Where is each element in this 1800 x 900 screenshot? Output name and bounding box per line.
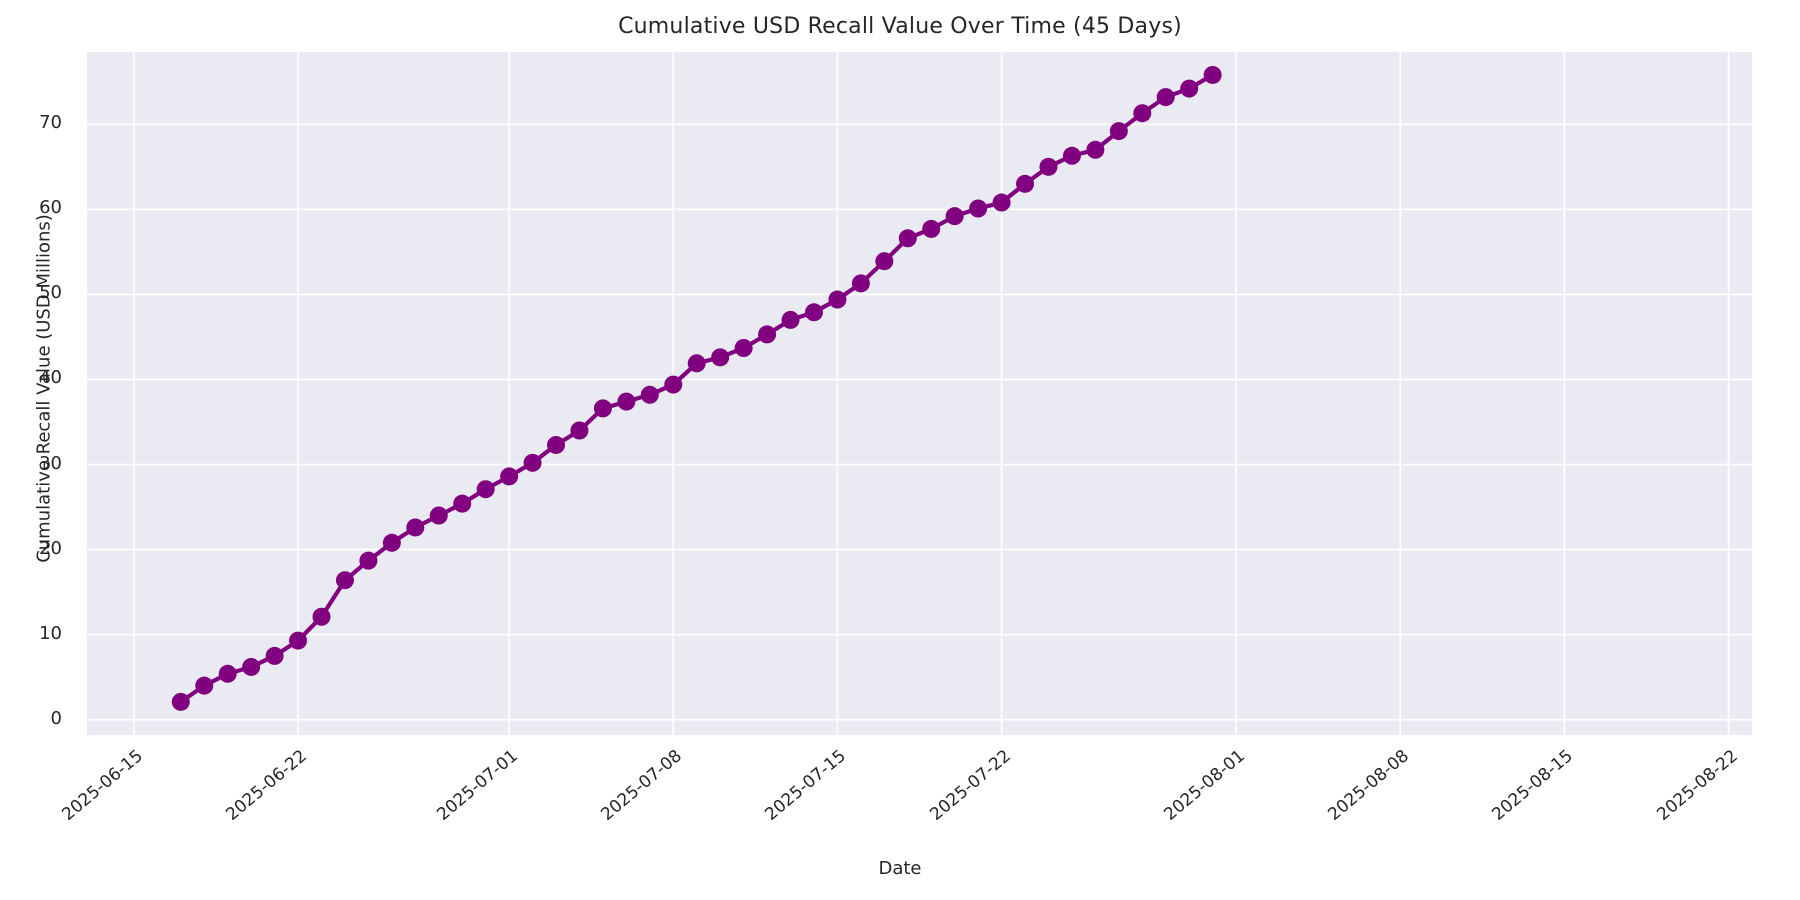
data-point: [218, 664, 237, 683]
series-line: [178, 72, 1215, 704]
data-point: [851, 274, 870, 293]
data-point: [1133, 104, 1152, 123]
chart-title: Cumulative USD Recall Value Over Time (4…: [618, 14, 1182, 39]
data-point: [781, 310, 800, 329]
x-tick-label-2025-08-08: 2025-08-08: [1324, 746, 1414, 825]
line-series-cumulative-recall-value: [178, 72, 1215, 704]
data-point: [640, 385, 659, 404]
data-point: [898, 229, 917, 248]
data-point: [289, 631, 308, 650]
data-point: [1062, 146, 1081, 165]
data-point: [1203, 65, 1222, 84]
x-tick-label-2025-06-15: 2025-06-15: [58, 746, 147, 825]
data-point: [969, 199, 988, 218]
data-point: [1086, 140, 1105, 159]
y-tick-label-0: 0: [50, 707, 62, 729]
data-point: [875, 252, 894, 271]
y-tick-label-20: 20: [39, 537, 62, 559]
x-tick-label-2025-08-22: 2025-08-22: [1652, 746, 1742, 825]
data-point: [617, 392, 636, 411]
x-tick-label-2025-07-01: 2025-07-01: [433, 746, 522, 825]
data-point: [687, 354, 706, 373]
data-point: [804, 303, 823, 322]
x-tick-label-2025-07-15: 2025-07-15: [761, 746, 851, 825]
x-tick-label-2025-07-22: 2025-07-22: [925, 746, 1015, 825]
data-point: [922, 219, 941, 238]
series-markers: [171, 65, 1222, 711]
data-point: [664, 375, 683, 394]
data-point: [547, 435, 566, 454]
data-point: [945, 207, 964, 226]
data-point: [1039, 157, 1058, 176]
data-point: [500, 467, 519, 486]
y-tick-label-70: 70: [39, 112, 62, 134]
data-point: [593, 399, 612, 418]
y-tick-label-10: 10: [39, 622, 62, 644]
x-tick-label-2025-08-01: 2025-08-01: [1160, 746, 1249, 825]
x-tick-label-2025-07-08: 2025-07-08: [597, 746, 687, 825]
data-point: [335, 571, 354, 590]
data-point: [476, 480, 495, 499]
data-point: [195, 676, 214, 695]
data-point: [265, 646, 284, 665]
data-point: [828, 290, 847, 309]
data-point: [242, 657, 261, 676]
x-tick-label-2025-08-15: 2025-08-15: [1488, 746, 1578, 825]
data-point: [1180, 79, 1199, 98]
grid-lines: [87, 52, 1752, 735]
data-point: [312, 607, 331, 626]
data-point: [359, 551, 378, 570]
y-tick-label-60: 60: [39, 197, 62, 219]
data-point: [734, 339, 753, 357]
data-point: [1156, 88, 1175, 107]
data-point: [406, 518, 425, 537]
data-point: [1016, 174, 1035, 193]
data-point: [992, 193, 1011, 212]
plot-area: [87, 52, 1752, 735]
plot-svg: [87, 52, 1752, 735]
x-axis-title: Date: [878, 858, 922, 879]
y-axis-title: Cumulative Recall Value (USD Millions): [33, 214, 55, 563]
data-point: [453, 494, 472, 513]
y-tick-label-40: 40: [39, 367, 62, 389]
data-point: [570, 421, 589, 440]
data-point: [523, 453, 542, 472]
data-point: [711, 348, 730, 367]
data-point: [758, 325, 777, 344]
data-point: [1109, 122, 1128, 141]
data-point: [171, 692, 190, 711]
data-point: [429, 506, 448, 525]
x-tick-label-2025-06-22: 2025-06-22: [222, 746, 311, 825]
y-tick-label-30: 30: [39, 452, 62, 474]
data-point: [382, 533, 401, 552]
y-tick-label-50: 50: [39, 282, 62, 304]
